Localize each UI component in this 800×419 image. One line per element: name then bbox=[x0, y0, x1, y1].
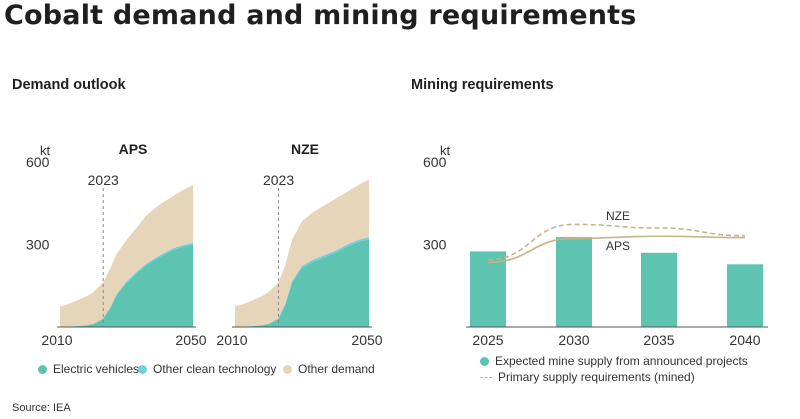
page-title: Cobalt demand and mining requirements bbox=[4, 0, 637, 31]
x-tick-label: 2050 bbox=[351, 332, 382, 348]
legend-label: Other clean technology bbox=[153, 362, 277, 376]
source-note: Source: IEA bbox=[12, 402, 71, 414]
x-tick-label: 2050 bbox=[175, 332, 206, 348]
x-tick-label-mining: 2025 bbox=[472, 332, 503, 348]
x-tick-label-mining: 2030 bbox=[558, 332, 589, 348]
area-other-demand-nze bbox=[235, 179, 369, 327]
area-other-demand-aps bbox=[60, 184, 193, 327]
bar-mine-supply-2040 bbox=[727, 264, 763, 327]
scenario-title-aps: APS bbox=[119, 141, 148, 157]
y-unit-label: kt bbox=[40, 143, 51, 158]
y-tick-label-mining: 300 bbox=[423, 237, 447, 253]
area-electric-vehicles-aps bbox=[60, 244, 193, 327]
legend-item-primary-supply: Primary supply requirements (mined) bbox=[480, 370, 695, 384]
legend-swatch-primary-supply bbox=[480, 376, 492, 378]
bar-mine-supply-2025 bbox=[470, 251, 506, 327]
legend-label: Electric vehicles bbox=[53, 362, 140, 376]
legend-item-other-demand: Other demand bbox=[283, 362, 375, 376]
y-tick-label: 600 bbox=[26, 154, 50, 170]
legend-swatch-other-demand bbox=[283, 364, 292, 374]
legend-item-other-clean-technology: Other clean technology bbox=[138, 362, 276, 376]
y-unit-label-mining: kt bbox=[440, 143, 451, 158]
demand-outlook-heading: Demand outlook bbox=[12, 77, 126, 93]
mining-requirements-heading: Mining requirements bbox=[411, 77, 554, 93]
line-primary-supply-nze bbox=[487, 223, 746, 261]
legend-label: Expected mine supply from announced proj… bbox=[495, 354, 748, 368]
y-tick-label: 300 bbox=[26, 237, 50, 253]
line-label-nze: NZE bbox=[606, 209, 630, 223]
area-electric-vehicles-nze bbox=[235, 239, 369, 327]
x-tick-label: 2010 bbox=[41, 332, 72, 348]
legend-swatch-other-clean bbox=[138, 364, 147, 374]
y-tick-label-mining: 600 bbox=[423, 154, 447, 170]
legend-item-electric-vehicles: Electric vehicles bbox=[38, 362, 139, 376]
x-tick-label-mining: 2040 bbox=[729, 332, 760, 348]
legend-label: Primary supply requirements (mined) bbox=[498, 370, 695, 384]
legend-swatch-ev bbox=[38, 364, 47, 374]
bar-mine-supply-2030 bbox=[556, 237, 592, 327]
x-tick-label-mining: 2035 bbox=[643, 332, 674, 348]
legend-item-expected-mine-supply: Expected mine supply from announced proj… bbox=[480, 354, 748, 368]
x-tick-label: 2010 bbox=[216, 332, 247, 348]
bar-mine-supply-2035 bbox=[641, 252, 677, 327]
marker-label-aps: 2023 bbox=[88, 172, 119, 188]
legend-swatch-mine-supply bbox=[480, 356, 489, 366]
line-primary-supply-aps bbox=[487, 235, 746, 264]
line-label-aps: APS bbox=[606, 239, 630, 253]
scenario-title-nze: NZE bbox=[291, 141, 319, 157]
marker-label-nze: 2023 bbox=[263, 172, 294, 188]
legend-label: Other demand bbox=[298, 362, 375, 376]
